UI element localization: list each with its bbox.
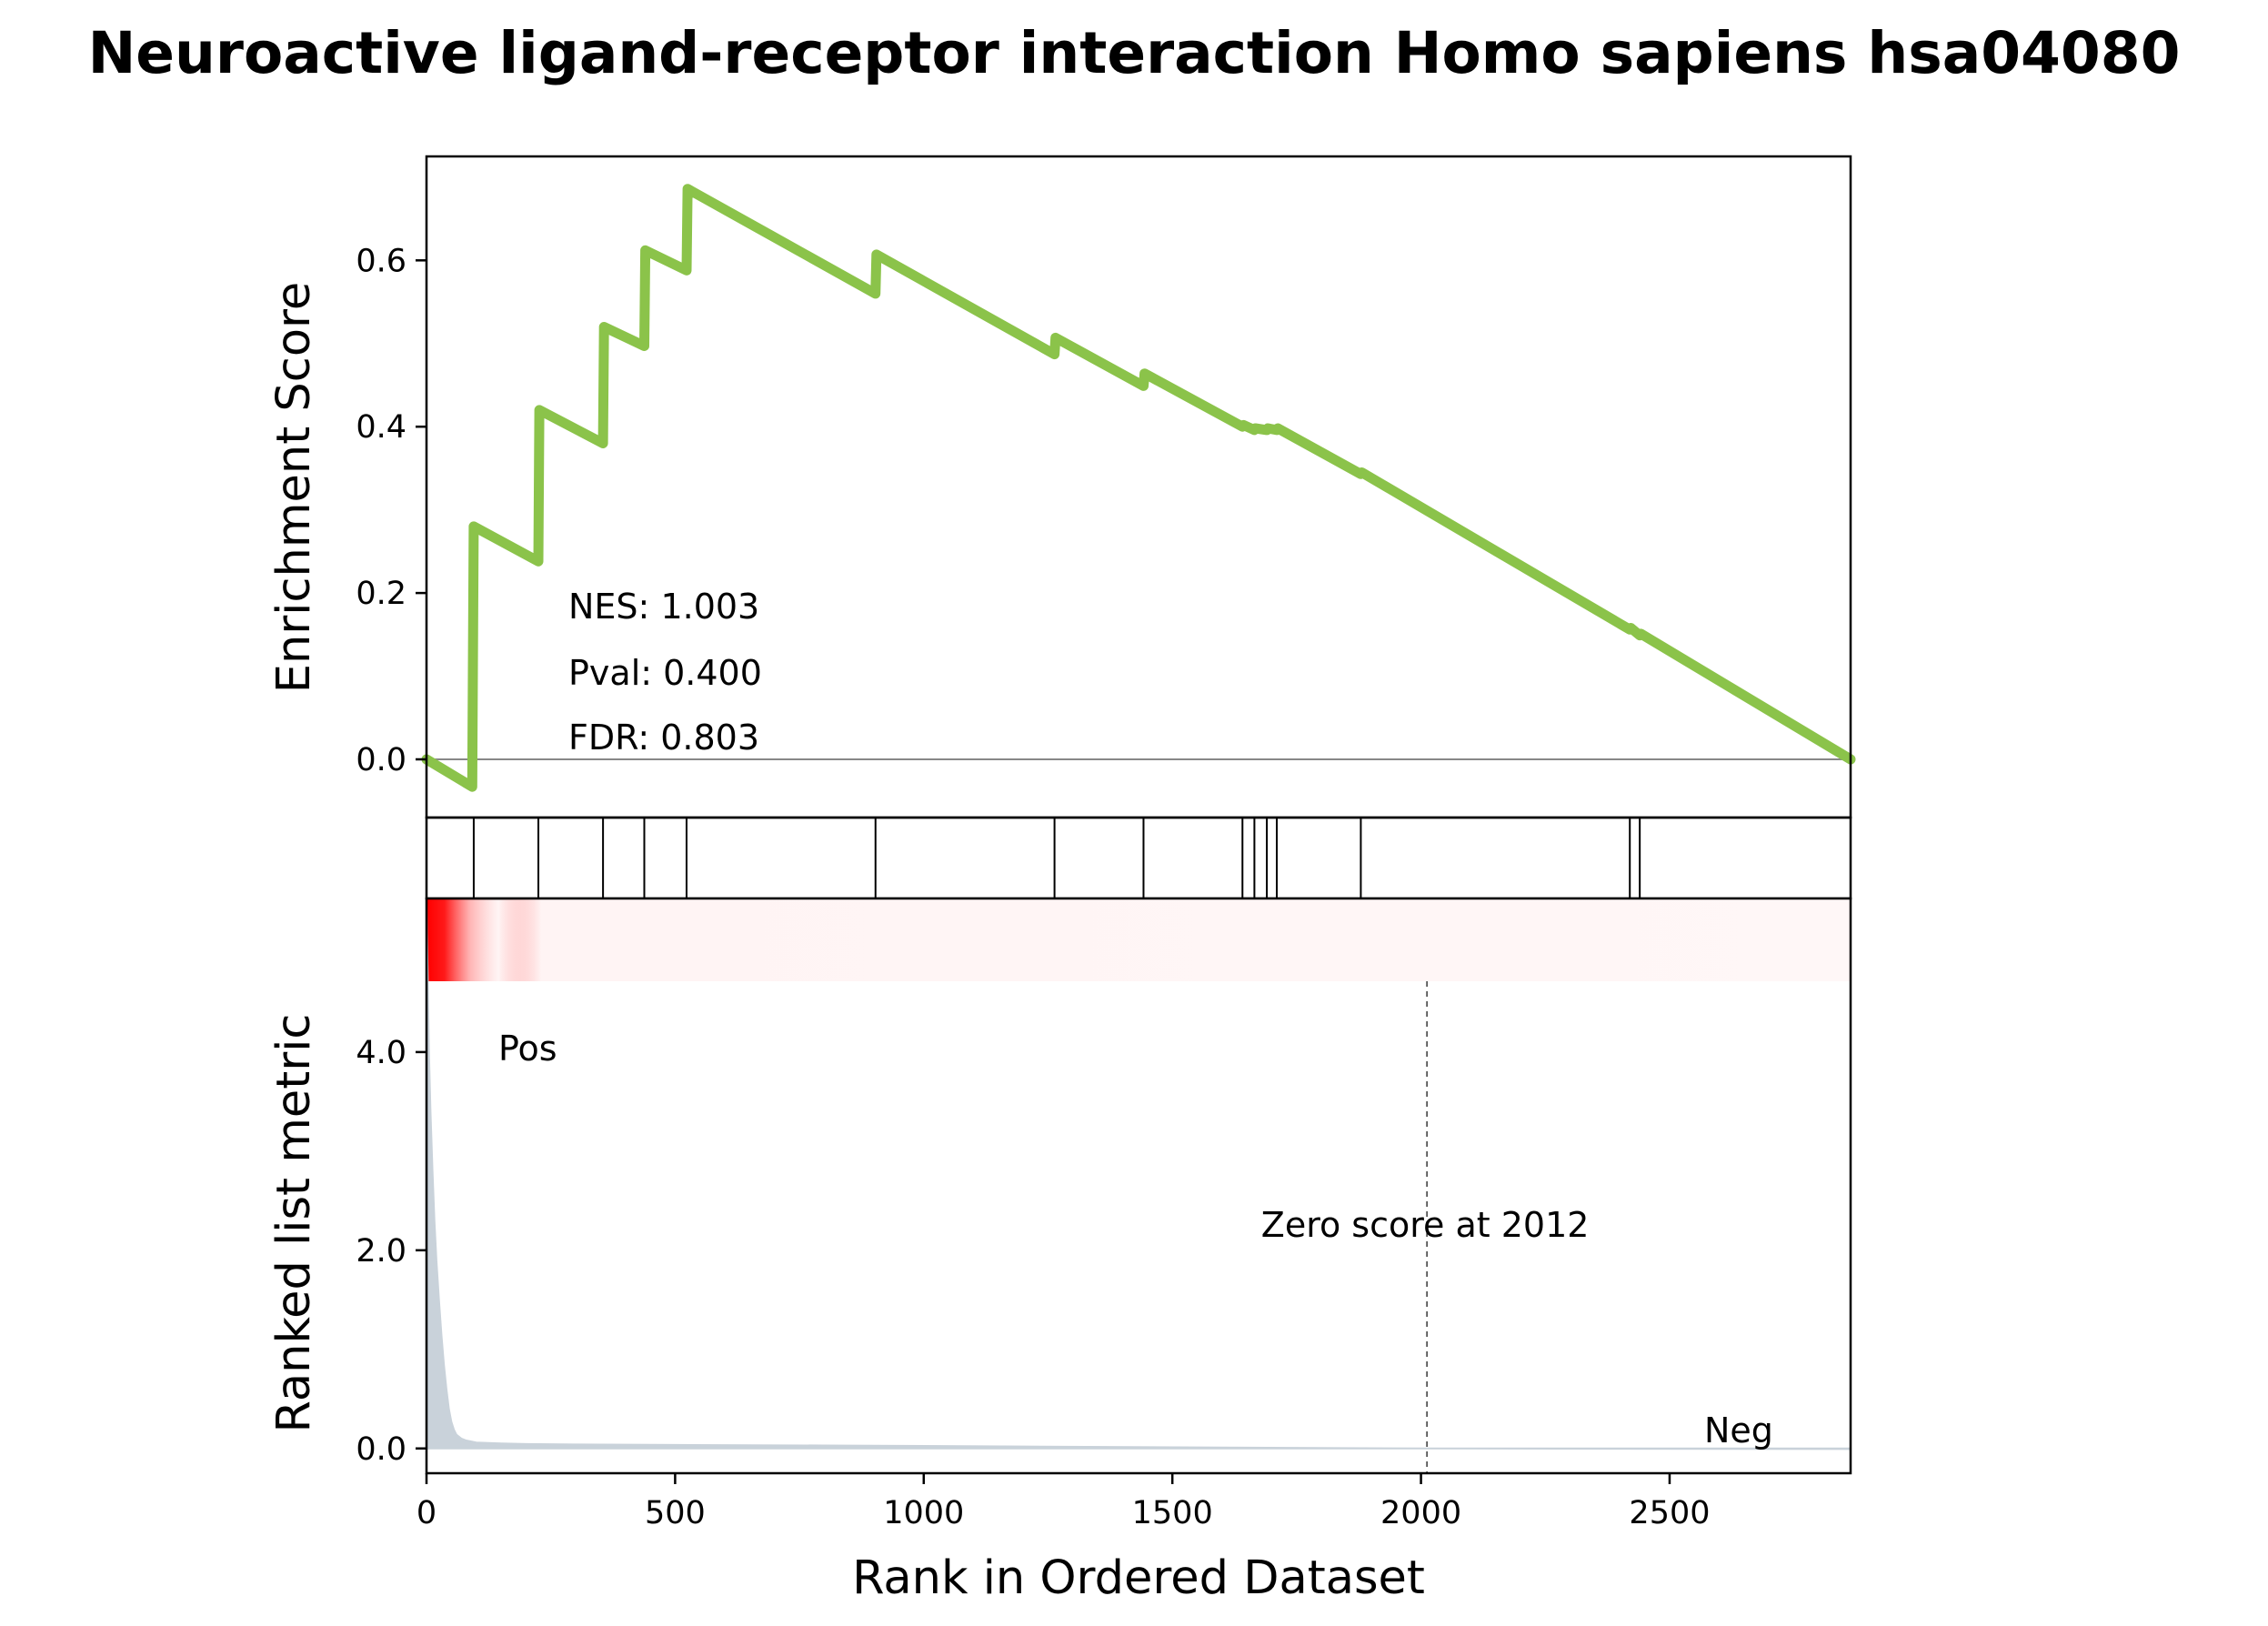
- enrichment-score-axis-label: Enrichment Score: [267, 282, 321, 693]
- enrichment-score-line: [421, 184, 1856, 792]
- hits-panel: [425, 816, 1852, 900]
- zero-score-label: Zero score at 2012: [1261, 1205, 1590, 1245]
- x-tick-label: 2500: [1629, 1495, 1710, 1531]
- x-axis: 0 500 1000 1500 2000 2500: [416, 1473, 1711, 1531]
- rm-y-tick-label: 2.0: [356, 1233, 406, 1270]
- hits-panel-frame: [425, 816, 1852, 900]
- chart-title: Neuroactive ligand-receptor interaction …: [88, 20, 2181, 86]
- es-y-tick-label: 0.6: [356, 243, 406, 279]
- es-y-tick-label: 0.2: [356, 576, 406, 612]
- neg-label: Neg: [1704, 1410, 1773, 1450]
- pval-annotation: Pval: 0.400: [568, 653, 762, 693]
- rank-color-bar: [427, 898, 1850, 981]
- rm-y-tick-label: 4.0: [356, 1035, 406, 1071]
- ranked-metric-axis-label: Ranked list metric: [267, 1014, 321, 1433]
- ranked-metric-area: [426, 903, 1852, 1450]
- x-tick-label: 1500: [1132, 1495, 1213, 1531]
- es-y-tick-label: 0.4: [356, 409, 406, 446]
- ranked-metric-panel-frame: [425, 897, 1852, 1475]
- x-tick-label: 1000: [883, 1495, 964, 1531]
- pos-label: Pos: [498, 1029, 557, 1069]
- x-tick-label: 500: [645, 1495, 706, 1531]
- x-axis-label: Rank in Ordered Dataset: [852, 1551, 1425, 1605]
- ranked-metric-panel: Zero score at 2012 Pos Neg 0.0 2.0 4.0 Ran…: [267, 897, 1852, 1475]
- enrichment-panel: 0.0 0.2 0.4 0.6 NES: 1.003 Pval: 0.400 FDR:…: [267, 155, 1856, 819]
- fdr-annotation: FDR: 0.803: [568, 718, 759, 758]
- nes-annotation: NES: 1.003: [568, 587, 759, 627]
- x-tick-label: 0: [416, 1495, 437, 1531]
- rm-y-tick-label: 0.0: [356, 1431, 406, 1468]
- x-tick-label: 2000: [1380, 1495, 1461, 1531]
- es-y-tick-label: 0.0: [356, 742, 406, 778]
